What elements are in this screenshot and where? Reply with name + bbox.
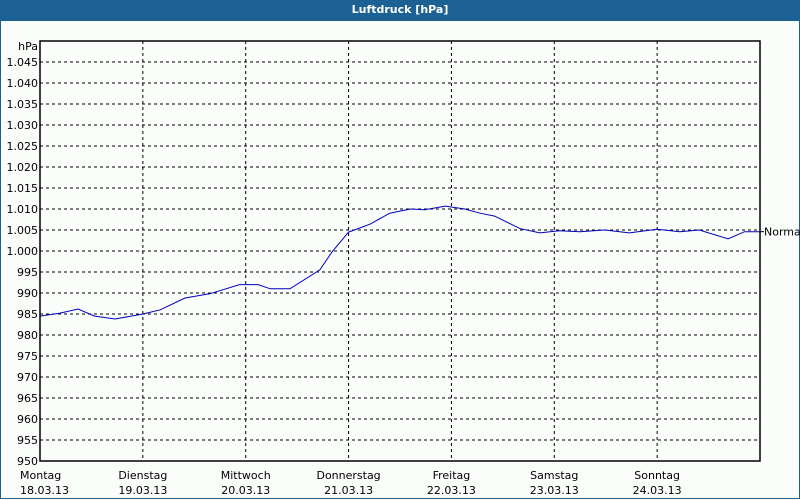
x-axis-ticks: Montag 18.03.13 Dienstag 19.03.13 Mittwoch 20… [20,469,682,497]
x-tick-day: Sonntag [634,469,680,482]
y-tick-label: 1.030 [7,119,39,132]
y-tick-label: 1.010 [7,203,39,216]
y-tick-label: 950 [17,455,38,468]
x-tick-date: 21.03.13 [324,484,373,497]
y-tick-label: 1.005 [7,224,39,237]
pressure-series-line [39,205,760,320]
x-tick-day: Samstag [530,469,578,482]
y-axis-ticks: 950 955 960 965 970 975 980 985 990 995 1.000 1.005… [7,56,39,468]
y-tick-label: 990 [17,287,38,300]
x-tick-date: 22.03.13 [427,484,476,497]
y-tick-label: 1.015 [7,182,39,195]
y-tick-label: 955 [17,434,38,447]
y-tick-label: 970 [17,371,38,384]
y-tick-label: 1.040 [7,77,39,90]
x-tick-day: Dienstag [118,469,167,482]
y-tick-label: 985 [17,308,38,321]
y-tick-label: 960 [17,413,38,426]
x-tick-day: Donnerstag [316,469,380,482]
chart-title: Luftdruck [hPa] [0,0,800,21]
y-tick-label: 980 [17,329,38,342]
y-tick-label: 995 [17,266,38,279]
x-tick-date: 19.03.13 [118,484,167,497]
x-tick-day: Montag [20,469,61,482]
x-tick-date: 23.03.13 [530,484,579,497]
y-tick-label: 975 [17,350,38,363]
x-tick-day: Freitag [433,469,471,482]
y-tick-label: 1.035 [7,98,39,111]
y-tick-label: 1.020 [7,161,39,174]
y-tick-label: 1.000 [7,245,39,258]
grid-lines [40,41,760,461]
plot-area-border [39,40,761,462]
x-tick-date: 20.03.13 [221,484,270,497]
normal-marker-label: Normal [764,226,800,239]
x-tick-date: 18.03.13 [20,484,69,497]
y-tick-label: 965 [17,392,38,405]
y-axis-unit-label: hPa [18,40,38,53]
x-tick-date: 24.03.13 [633,484,682,497]
y-tick-label: 1.045 [7,56,39,69]
y-tick-label: 1.025 [7,140,39,153]
x-tick-day: Mittwoch [221,469,271,482]
